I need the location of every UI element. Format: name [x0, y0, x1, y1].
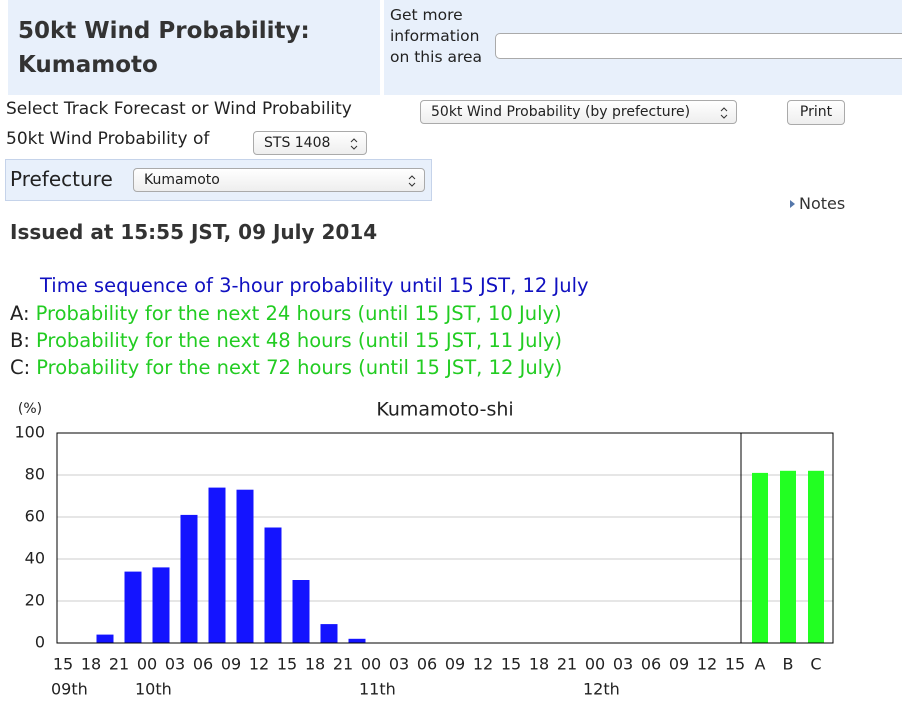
x-tick-label: 12	[697, 655, 717, 674]
plot-frame	[56, 432, 834, 644]
x-tick-label: 00	[137, 655, 157, 674]
bar	[292, 580, 310, 643]
period-key: A:	[10, 302, 30, 325]
x-tick-label: B	[783, 655, 794, 674]
info-label: Get more information on this area	[390, 6, 483, 66]
header-box	[8, 0, 380, 95]
day-label: 11th	[359, 680, 396, 699]
bar	[208, 487, 226, 643]
notes-link[interactable]: Notes	[799, 194, 846, 213]
x-tick-label: 06	[193, 655, 213, 674]
period-row: C: Probability for the next 72 hours (unt…	[10, 354, 562, 381]
bar	[752, 472, 768, 643]
bar	[808, 470, 824, 643]
x-tick-label: 09	[221, 655, 241, 674]
x-tick-label: 03	[389, 655, 409, 674]
x-tick-label: 09	[669, 655, 689, 674]
bar	[96, 634, 114, 643]
bar	[264, 527, 282, 643]
bar	[236, 489, 254, 643]
x-tick-label: 15	[53, 655, 73, 674]
x-tick-label: 06	[417, 655, 437, 674]
print-button[interactable]: Print	[787, 100, 845, 125]
y-tick-label: 100	[14, 423, 45, 442]
x-tick-label: A	[755, 655, 766, 674]
x-tick-label: 21	[557, 655, 577, 674]
x-tick-label: 03	[613, 655, 633, 674]
x-tick-label: 00	[361, 655, 381, 674]
period-row: A: Probability for the next 24 hours (unt…	[10, 300, 562, 327]
x-tick-label: 12	[249, 655, 269, 674]
select-arrows	[720, 107, 728, 119]
storm-select[interactable]: STS 1408	[253, 131, 367, 155]
info-input[interactable]	[495, 33, 902, 59]
track-select-text: 50kt Wind Probability (by prefecture)	[431, 104, 691, 120]
bar	[320, 624, 338, 643]
select-arrows	[350, 138, 358, 150]
x-tick-label: 15	[277, 655, 297, 674]
x-tick-label: 18	[529, 655, 549, 674]
issued-time: Issued at 15:55 JST, 09 July 2014	[10, 220, 378, 244]
y-tick-label: 40	[25, 549, 45, 568]
period-text: Probability for the next 48 hours (until…	[35, 329, 563, 352]
bar	[780, 470, 796, 643]
period-row: B: Probability for the next 48 hours (unt…	[10, 327, 562, 354]
day-label: 09th	[51, 680, 88, 699]
x-tick-label: C	[810, 655, 821, 674]
y-tick-label: 60	[25, 507, 45, 526]
prefecture-select-text: Kumamoto	[144, 172, 220, 188]
prefecture-label: Prefecture	[10, 167, 113, 191]
y-tick-label: 0	[35, 633, 45, 652]
storm-select-text: STS 1408	[264, 135, 331, 151]
y-axis-label: (%)	[18, 401, 42, 417]
chart-title: Kumamoto-shi	[376, 399, 513, 421]
x-tick-label: 06	[641, 655, 661, 674]
storm-label: 50kt Wind Probability of	[6, 129, 210, 149]
track-select[interactable]: 50kt Wind Probability (by prefecture)	[420, 100, 737, 124]
x-tick-label: 18	[305, 655, 325, 674]
day-label: 10th	[135, 680, 172, 699]
x-tick-label: 12	[473, 655, 493, 674]
x-tick-label: 21	[333, 655, 353, 674]
bar	[124, 571, 142, 643]
notes-icon	[790, 200, 795, 208]
prefecture-select[interactable]: Kumamoto	[133, 168, 425, 192]
bar	[348, 638, 366, 643]
y-tick-label: 80	[25, 465, 45, 484]
x-tick-label: 18	[81, 655, 101, 674]
period-key: B:	[10, 329, 30, 352]
select-arrows	[408, 175, 416, 187]
x-tick-label: 21	[109, 655, 129, 674]
x-tick-label: 15	[501, 655, 521, 674]
x-tick-label: 00	[585, 655, 605, 674]
track-label: Select Track Forecast or Wind Probabilit…	[6, 99, 352, 119]
bar	[180, 514, 198, 643]
x-tick-label: 09	[445, 655, 465, 674]
x-tick-label: 03	[165, 655, 185, 674]
period-text: Probability for the next 24 hours (until…	[35, 302, 562, 325]
period-legend: A: Probability for the next 24 hours (unt…	[10, 300, 562, 381]
y-tick-label: 20	[25, 591, 45, 610]
bar	[152, 567, 170, 643]
day-label: 12th	[583, 680, 620, 699]
period-text: Probability for the next 72 hours (until…	[36, 356, 563, 379]
sequence-legend: Time sequence of 3-hour probability unti…	[40, 274, 589, 297]
x-tick-label: 15	[725, 655, 745, 674]
period-key: C:	[10, 356, 31, 379]
page-title: 50kt Wind Probability: Kumamoto	[18, 18, 310, 78]
